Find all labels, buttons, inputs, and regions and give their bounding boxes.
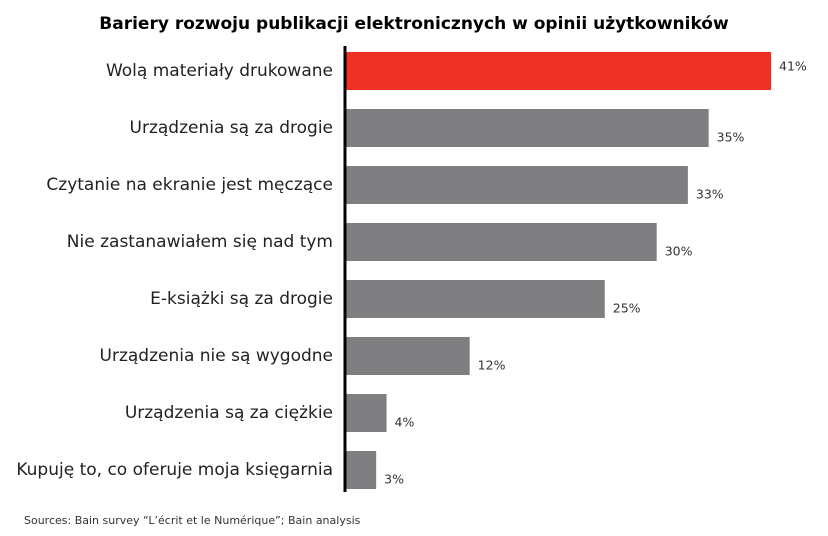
category-label-7: Kupuję to, co oferuje moja księgarnia bbox=[16, 460, 333, 480]
bar-2 bbox=[345, 166, 688, 204]
bars-layer bbox=[345, 52, 771, 489]
value-label-7: 3% bbox=[384, 472, 404, 487]
category-label-0: Wolą materiały drukowane bbox=[106, 61, 333, 81]
category-label-5: Urządzenia nie są wygodne bbox=[100, 346, 333, 366]
bar-1 bbox=[345, 109, 709, 147]
category-label-1: Urządzenia są za drogie bbox=[130, 118, 333, 138]
bar-6 bbox=[345, 394, 387, 432]
value-label-2: 33% bbox=[696, 187, 724, 202]
bar-4 bbox=[345, 280, 605, 318]
value-label-6: 4% bbox=[395, 415, 415, 430]
value-label-1: 35% bbox=[717, 130, 745, 145]
bar-0 bbox=[345, 52, 771, 90]
category-label-4: E-książki są za drogie bbox=[150, 289, 333, 309]
category-label-3: Nie zastanawiałem się nad tym bbox=[67, 232, 333, 252]
source-note: Sources: Bain survey “L’écrit et le Numé… bbox=[24, 514, 361, 527]
value-label-3: 30% bbox=[665, 244, 693, 259]
chart-title: Bariery rozwoju publikacji elektroniczny… bbox=[99, 14, 729, 34]
category-label-6: Urządzenia są za ciężkie bbox=[125, 403, 333, 423]
value-label-0: 41% bbox=[779, 59, 807, 74]
bar-3 bbox=[345, 223, 657, 261]
value-label-5: 12% bbox=[478, 358, 506, 373]
bar-7 bbox=[345, 451, 377, 489]
bar-5 bbox=[345, 337, 470, 375]
labels-layer: Wolą materiały drukowane 41% Urządzenia są… bbox=[16, 59, 807, 487]
value-label-4: 25% bbox=[613, 301, 641, 316]
category-label-2: Czytanie na ekranie jest męczące bbox=[46, 175, 333, 195]
